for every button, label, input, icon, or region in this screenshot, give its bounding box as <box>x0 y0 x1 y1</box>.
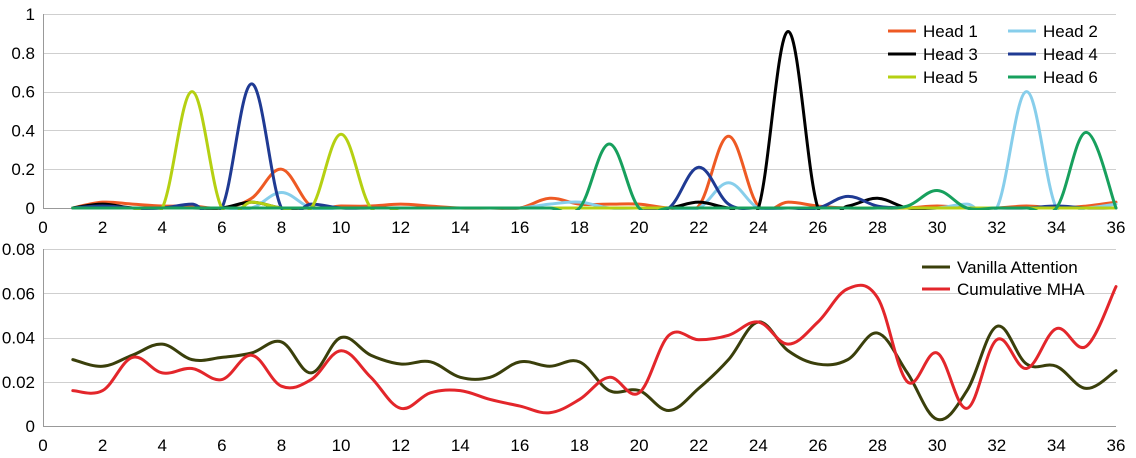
x-tick-label: 34 <box>1047 436 1066 455</box>
legend-item-head-1: Head 1 <box>888 22 978 41</box>
legend-item-head-3: Head 3 <box>888 45 978 64</box>
x-tick-label: 18 <box>570 218 589 237</box>
x-tick-label: 36 <box>1107 218 1126 237</box>
x-tick-label: 0 <box>38 218 47 237</box>
x-tick-label: 34 <box>1047 218 1066 237</box>
legend-label: Head 3 <box>923 45 978 64</box>
y-tick-label: 0.2 <box>11 160 35 179</box>
x-tick-label: 28 <box>868 436 887 455</box>
x-tick-label: 22 <box>689 218 708 237</box>
series-line-head-5 <box>71 90 1118 210</box>
x-tick-label: 10 <box>332 218 351 237</box>
legend-item-cumulative-mha: Cumulative MHA <box>922 280 1085 299</box>
x-tick-label: 16 <box>510 218 529 237</box>
series-lines <box>71 29 1118 210</box>
x-tick-label: 26 <box>808 436 827 455</box>
x-tick-label: 20 <box>630 218 649 237</box>
gridlines <box>43 14 1116 209</box>
y-tick-label: 0.6 <box>11 83 35 102</box>
x-tick-label: 6 <box>217 436 226 455</box>
x-tick-label: 12 <box>391 436 410 455</box>
x-tick-label: 2 <box>98 218 107 237</box>
legend-item-vanilla-attention: Vanilla Attention <box>922 258 1078 277</box>
legend-label: Vanilla Attention <box>957 258 1078 277</box>
x-tick-label: 16 <box>510 436 529 455</box>
series-line-head-1 <box>71 134 1118 210</box>
legend-label: Head 5 <box>923 68 978 87</box>
legend-item-head-4: Head 4 <box>1008 45 1098 64</box>
x-tick-label: 0 <box>38 436 47 455</box>
x-tick-label: 20 <box>630 436 649 455</box>
y-tick-label: 0.04 <box>2 329 35 348</box>
y-tick-label: 0.4 <box>11 121 35 140</box>
series-line-head-6 <box>71 130 1118 210</box>
x-tick-label: 32 <box>987 218 1006 237</box>
x-tick-label: 26 <box>808 218 827 237</box>
x-tick-label: 4 <box>157 436 166 455</box>
bottom-chart-panel: 00.020.040.060.080 2 4 6 8 10 12 14 16 18 20 22 24 26… <box>2 240 1126 455</box>
y-tick-label: 0.06 <box>2 284 35 303</box>
legend-item-head-6: Head 6 <box>1008 68 1098 87</box>
x-tick-label: 24 <box>749 218 768 237</box>
series-line-vanilla-attention <box>71 320 1118 422</box>
legend: Head 1 Head 2 Head 3 Head 4 Head 5 Head 6 <box>888 22 1098 87</box>
legend: Vanilla Attention Cumulative MHA <box>922 258 1085 299</box>
x-tick-label: 2 <box>98 436 107 455</box>
series-line-cumulative-mha <box>71 283 1118 415</box>
y-tick-label: 0.8 <box>11 44 35 63</box>
x-tick-label: 32 <box>987 436 1006 455</box>
legend-label: Head 2 <box>1043 22 1098 41</box>
y-tick-label: 0.08 <box>2 240 35 259</box>
legend-label: Head 6 <box>1043 68 1098 87</box>
y-tick-label: 0.02 <box>2 373 35 392</box>
x-tick-label: 30 <box>928 218 947 237</box>
y-tick-label: 0 <box>26 199 35 218</box>
series-lines <box>71 283 1118 422</box>
x-tick-label: 28 <box>868 218 887 237</box>
x-tick-label: 8 <box>277 436 286 455</box>
x-tick-label: 36 <box>1107 436 1126 455</box>
legend-label: Head 1 <box>923 22 978 41</box>
x-tick-label: 4 <box>157 218 166 237</box>
x-tick-label: 6 <box>217 218 226 237</box>
x-tick-label: 14 <box>451 436 470 455</box>
series-line-head-4 <box>71 82 1118 210</box>
x-tick-label: 10 <box>332 436 351 455</box>
legend-label: Cumulative MHA <box>957 280 1085 299</box>
series-line-head-2 <box>71 90 1118 210</box>
y-tick-label: 0 <box>26 417 35 436</box>
x-tick-label: 18 <box>570 436 589 455</box>
x-tick-label: 12 <box>391 218 410 237</box>
x-tick-label: 24 <box>749 436 768 455</box>
y-tick-label: 1 <box>26 5 35 24</box>
x-tick-label: 8 <box>277 218 286 237</box>
top-chart-panel: 00.20.40.60.810 2 4 6 8 10 12 14 16 18 20 22 24 26 28 3… <box>11 5 1125 237</box>
legend-item-head-2: Head 2 <box>1008 22 1098 41</box>
legend-item-head-5: Head 5 <box>888 68 978 87</box>
x-tick-label: 22 <box>689 436 708 455</box>
legend-label: Head 4 <box>1043 45 1098 64</box>
x-tick-label: 30 <box>928 436 947 455</box>
x-tick-label: 14 <box>451 218 470 237</box>
